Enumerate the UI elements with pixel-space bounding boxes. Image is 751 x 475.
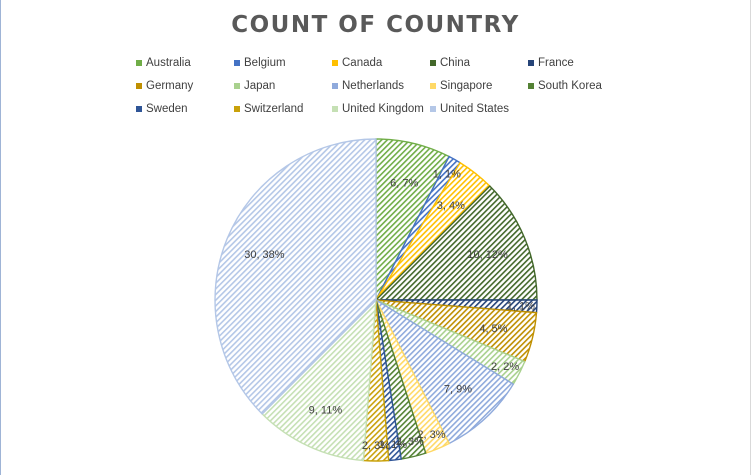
legend-label: Singapore bbox=[440, 80, 493, 92]
legend-swatch bbox=[332, 106, 338, 112]
legend-label: Canada bbox=[342, 57, 383, 69]
legend-entry-south-korea: South Korea bbox=[528, 80, 602, 92]
legend-label: France bbox=[538, 57, 574, 69]
pie-slice-china bbox=[374, 185, 538, 301]
legend-swatch bbox=[136, 106, 142, 112]
data-label-canada: 3, 4% bbox=[437, 200, 465, 212]
legend-swatch bbox=[136, 83, 142, 89]
pie-slice-netherlands bbox=[374, 298, 515, 445]
data-label-japan: 2, 2% bbox=[491, 361, 519, 373]
data-label-united-states: 30, 38% bbox=[244, 249, 285, 261]
pie-slice-united-states bbox=[214, 138, 377, 415]
legend-entry-canada: Canada bbox=[332, 57, 382, 69]
legend-entry-germany: Germany bbox=[136, 80, 193, 92]
data-label-singapore: 2, 3% bbox=[417, 429, 445, 441]
legend-label: United Kingdom bbox=[342, 103, 424, 115]
legend-entry-singapore: Singapore bbox=[430, 80, 492, 92]
legend-label: Switzerland bbox=[244, 103, 304, 115]
pie-slice-united-kingdom bbox=[261, 298, 377, 462]
legend-entry-japan: Japan bbox=[234, 80, 275, 92]
data-label-belgium: 1, 1% bbox=[433, 169, 461, 181]
legend-label: Germany bbox=[146, 80, 194, 92]
legend-swatch bbox=[430, 83, 436, 89]
legend-swatch bbox=[136, 60, 142, 66]
legend-label: South Korea bbox=[538, 80, 602, 92]
legend-entry-belgium: Belgium bbox=[234, 57, 286, 69]
data-label-sweden: 1, 1% bbox=[379, 439, 407, 451]
legend-label: United States bbox=[440, 103, 510, 115]
legend-label: Australia bbox=[146, 57, 191, 69]
chart-title: COUNT OF COUNTRY bbox=[231, 12, 520, 38]
data-label-germany: 4, 5% bbox=[479, 323, 507, 335]
data-label-france: 1, 1% bbox=[507, 301, 535, 313]
window-edge-left bbox=[0, 0, 1, 475]
legend-swatch bbox=[234, 60, 240, 66]
legend-swatch bbox=[332, 83, 338, 89]
data-label-netherlands: 7, 9% bbox=[444, 384, 472, 396]
legend-entry-switzerland: Switzerland bbox=[234, 103, 303, 115]
legend-label: China bbox=[440, 57, 471, 69]
legend-entry-china: China bbox=[430, 57, 470, 69]
legend-entry-netherlands: Netherlands bbox=[332, 80, 404, 92]
legend-swatch bbox=[332, 60, 338, 66]
legend-label: Belgium bbox=[244, 57, 286, 69]
data-label-china: 10, 12% bbox=[467, 249, 508, 261]
legend-swatch bbox=[528, 60, 534, 66]
legend-swatch bbox=[528, 83, 534, 89]
data-label-south-korea: 2, 3% bbox=[396, 436, 424, 448]
legend-entry-sweden: Sweden bbox=[136, 103, 188, 115]
data-label-united-kingdom: 9, 11% bbox=[309, 405, 343, 417]
legend-entry-united-kingdom: United Kingdom bbox=[332, 103, 424, 115]
data-label-australia: 6, 7% bbox=[390, 178, 418, 190]
legend-swatch bbox=[234, 83, 240, 89]
legend-entry-australia: Australia bbox=[136, 57, 191, 69]
data-label-switzerland: 2, 3% bbox=[362, 440, 390, 452]
legend-label: Sweden bbox=[146, 103, 188, 115]
legend-swatch bbox=[430, 60, 436, 66]
legend-label: Netherlands bbox=[342, 80, 405, 92]
legend-entry-france: France bbox=[528, 57, 574, 69]
legend-swatch bbox=[234, 106, 240, 112]
legend-entry-united-states: United States bbox=[430, 103, 509, 115]
legend-label: Japan bbox=[244, 80, 276, 92]
legend-swatch bbox=[430, 106, 436, 112]
